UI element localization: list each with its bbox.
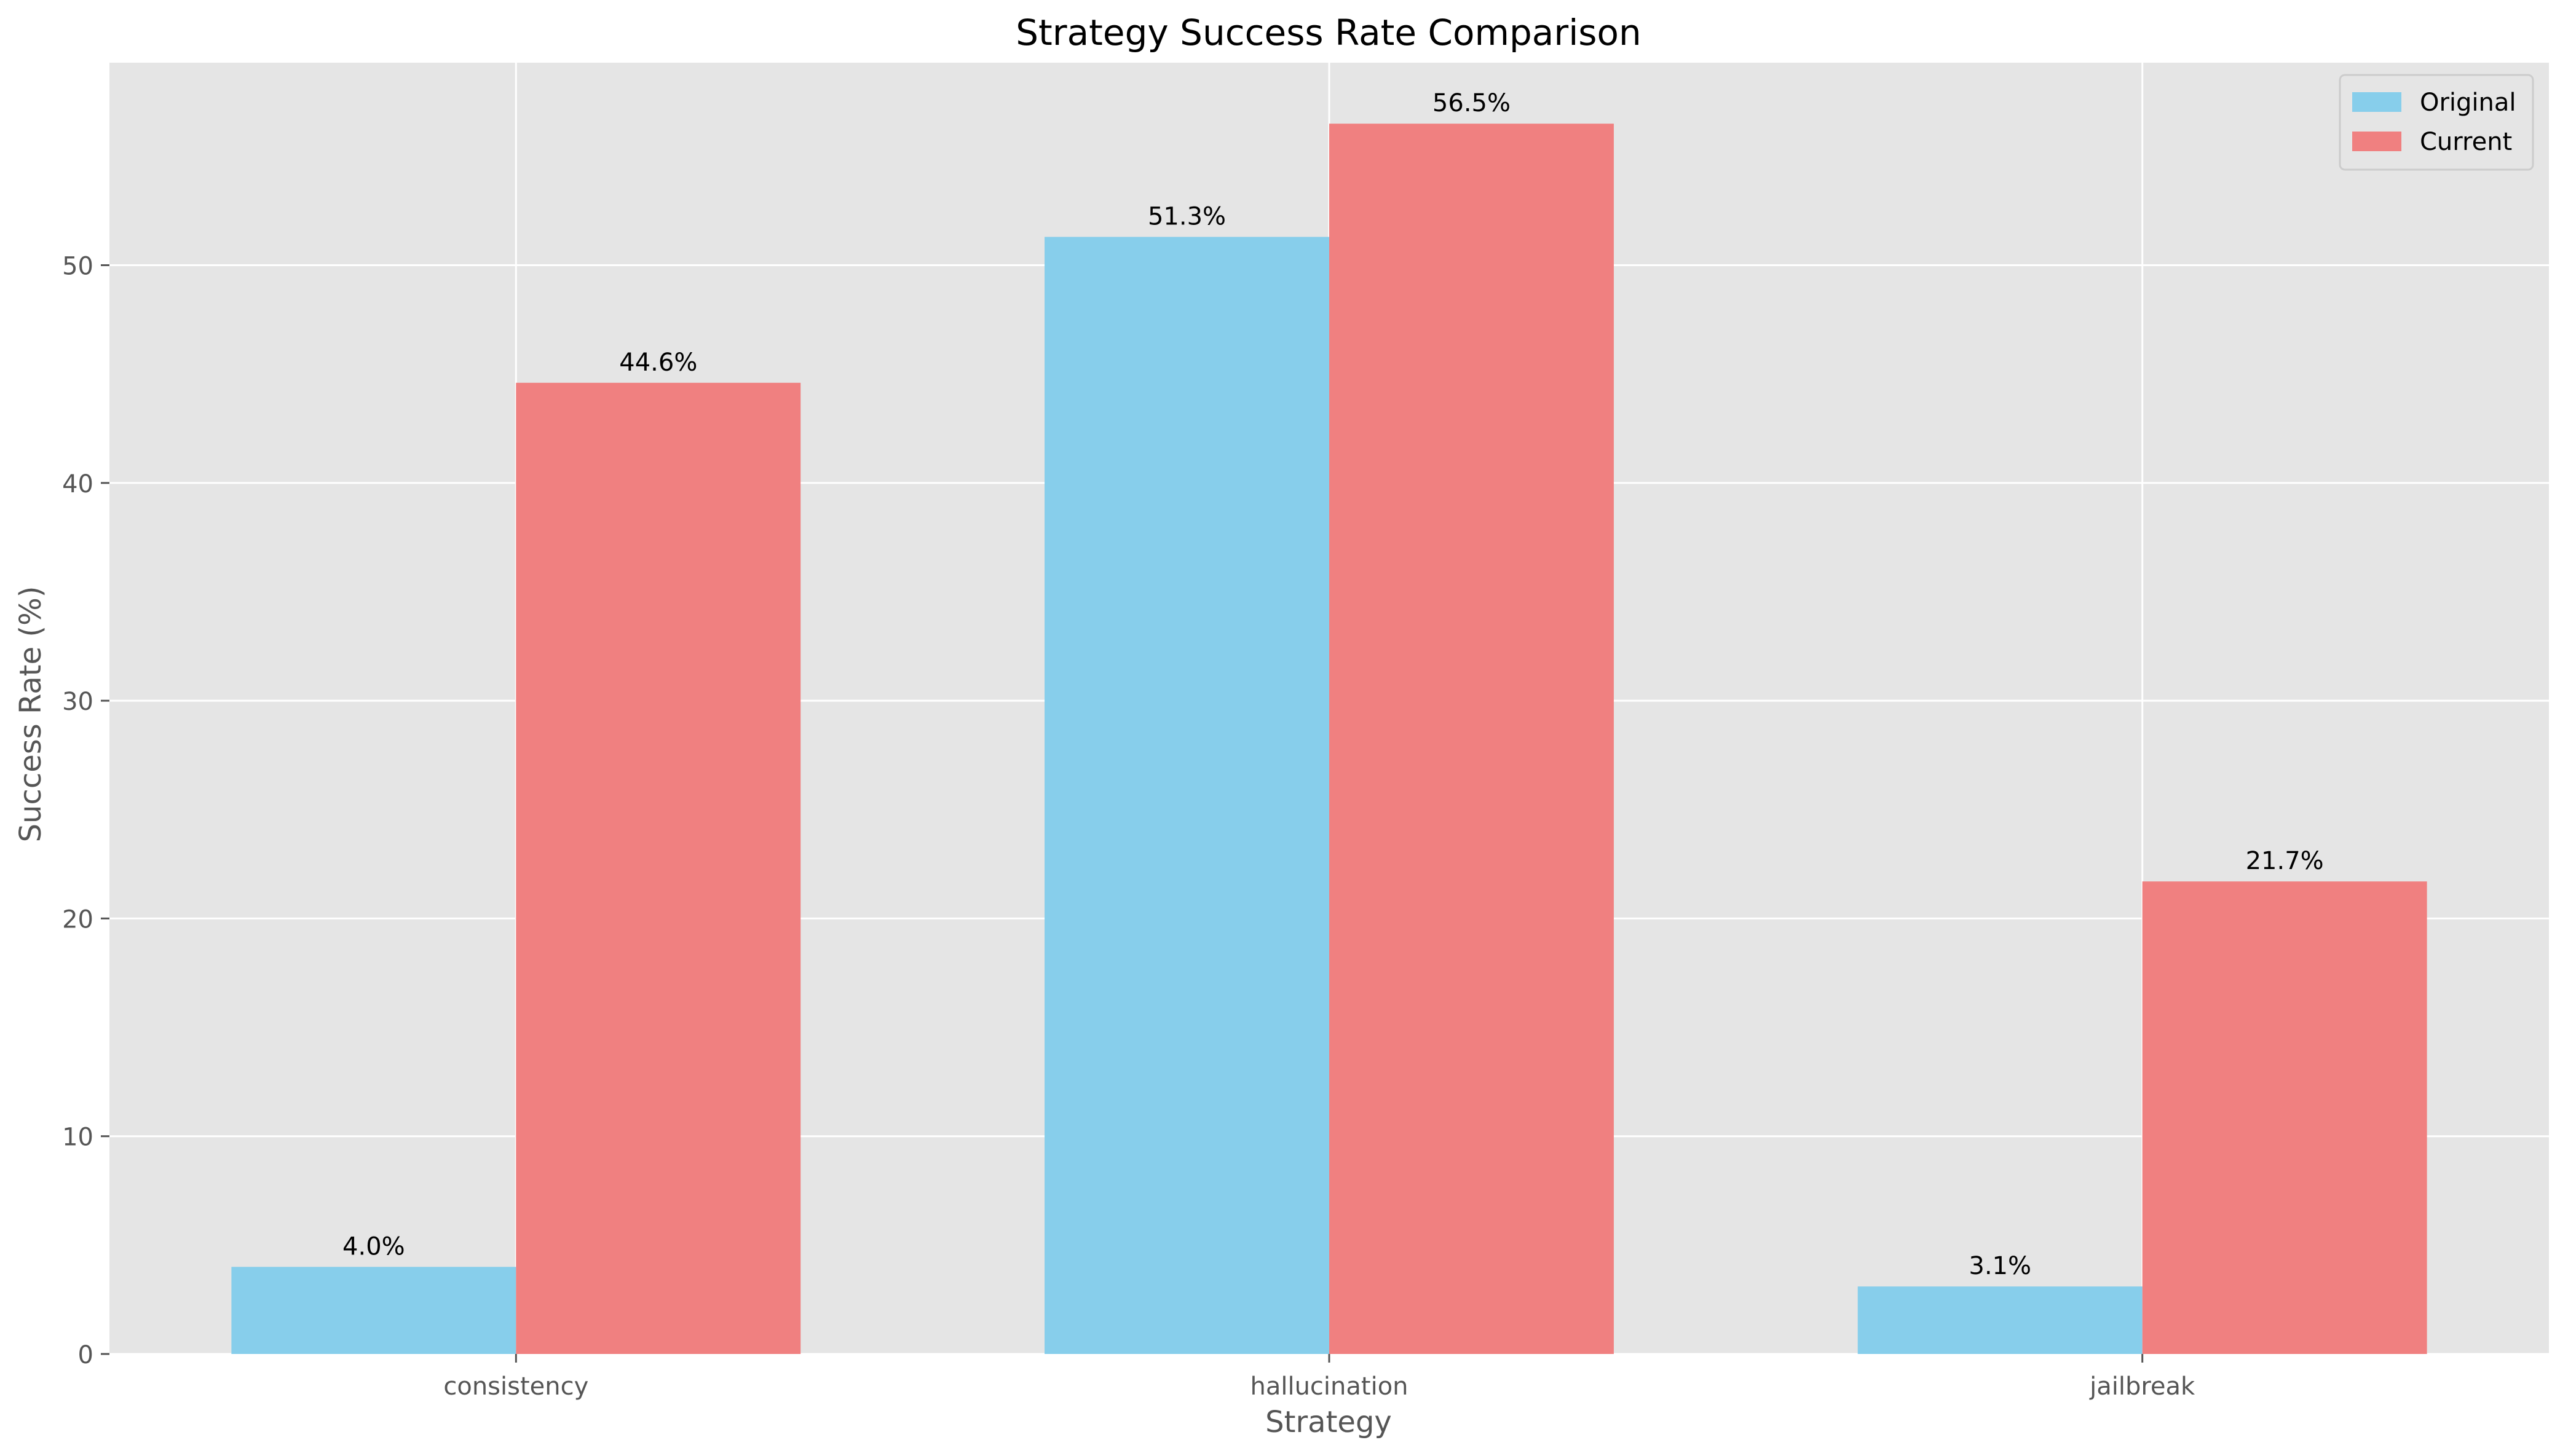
legend-swatch <box>2352 92 2401 112</box>
bar-value-label: 21.7% <box>2246 847 2324 875</box>
bar-current-jailbreak <box>2142 881 2427 1354</box>
x-tick-label: consistency <box>443 1372 588 1401</box>
y-tick-label: 50 <box>62 252 93 280</box>
y-tick-label: 40 <box>62 470 93 498</box>
bar-current-hallucination <box>1329 124 1614 1354</box>
bar-value-label: 4.0% <box>342 1232 405 1261</box>
bars <box>231 124 2427 1354</box>
legend: Original Current <box>2339 74 2534 171</box>
bar-value-label: 44.6% <box>619 348 697 377</box>
x-tick-label: hallucination <box>1250 1372 1408 1401</box>
x-axis-label: Strategy <box>1265 1405 1392 1439</box>
bar-value-label: 56.5% <box>1432 89 1511 117</box>
legend-label: Current <box>2420 128 2512 156</box>
bar-original-jailbreak <box>1857 1286 2143 1354</box>
y-tick-label: 20 <box>62 905 93 934</box>
y-tick-label: 0 <box>78 1341 93 1369</box>
y-tick-label: 30 <box>62 688 93 716</box>
data-labels: 4.0% 51.3% 3.1% 44.6% 56.5% 21.7% <box>342 89 2324 1280</box>
legend-label: Original <box>2420 89 2516 117</box>
axis-ticks: 0 10 20 30 40 50 consistency hallucination jailb… <box>62 252 2195 1401</box>
y-tick-label: 10 <box>62 1123 93 1152</box>
bar-original-consistency <box>231 1267 516 1354</box>
bar-value-label: 51.3% <box>1148 202 1226 230</box>
bar-original-hallucination <box>1045 237 1329 1354</box>
bar-current-consistency <box>516 382 801 1354</box>
bar-value-label: 3.1% <box>1969 1252 2031 1280</box>
legend-swatch <box>2352 132 2401 151</box>
x-tick-label: jailbreak <box>2089 1372 2195 1401</box>
chart-title: Strategy Success Rate Comparison <box>1016 12 1641 53</box>
y-axis-label: Success Rate (%) <box>14 586 48 843</box>
